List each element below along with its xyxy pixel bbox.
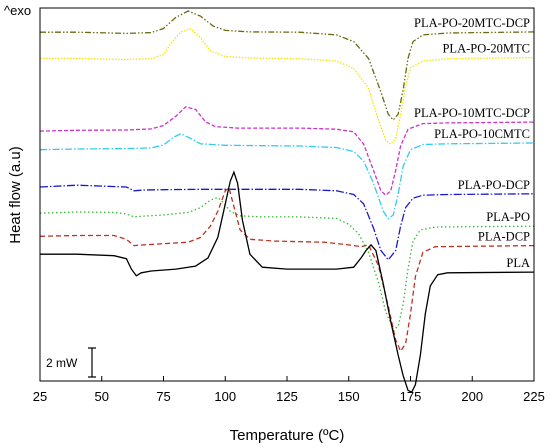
- x-axis-ticks: 25 50 75 100 125 150 175 200 225: [33, 376, 545, 404]
- series-line-pla-po-dcp: [39, 184, 535, 261]
- scale-bar-label: 2 mW: [46, 356, 78, 370]
- series-labels-layer: PLA-PO-20MTC-DCP PLA-PO-20MTC PLA-PO-10MTC…: [414, 16, 530, 270]
- x-axis-title: Temperature (ºC): [230, 427, 345, 444]
- x-tick-label: 150: [338, 389, 360, 404]
- series-line-pla-po-20mtc: [40, 28, 535, 145]
- series-label-pla-po-20mtc-dcp: PLA-PO-20MTC-DCP: [414, 16, 530, 30]
- series-line-pla-dcp: [39, 186, 535, 353]
- series-line-pla-po: [39, 196, 535, 330]
- x-tick-label: 200: [461, 389, 483, 404]
- series-line-pla-po-20mtc-dcp: [40, 10, 535, 121]
- x-tick-label: 225: [523, 389, 545, 404]
- y-axis-title: Heat flow (a.u): [7, 146, 24, 244]
- exo-direction-label: ^exo: [4, 3, 31, 18]
- series-line-pla: [40, 170, 535, 394]
- series-line-pla-po-10cmtc: [39, 132, 535, 220]
- series-label-pla-po-20mtc: PLA-PO-20MTC: [442, 42, 530, 56]
- series-label-pla-po-10cmtc: PLA-PO-10CMTC: [434, 127, 530, 141]
- x-tick-label: 125: [276, 389, 298, 404]
- x-tick-label: 75: [156, 389, 170, 404]
- series-line-pla-po-10mtc-dcp: [39, 106, 535, 197]
- series-label-pla-po-10mtc-dcp: PLA-PO-10MTC-DCP: [414, 106, 530, 120]
- scale-bar: 2 mW: [46, 347, 96, 378]
- curves-layer: [39, 10, 535, 394]
- series-label-pla-dcp: PLA-DCP: [478, 230, 530, 244]
- series-label-pla: PLA: [506, 256, 530, 270]
- x-tick-label: 175: [400, 389, 422, 404]
- x-tick-label: 100: [214, 389, 236, 404]
- x-tick-label: 50: [95, 389, 109, 404]
- series-label-pla-po: PLA-PO: [486, 210, 530, 224]
- series-label-pla-po-dcp: PLA-PO-DCP: [458, 178, 530, 192]
- x-tick-label: 25: [33, 389, 47, 404]
